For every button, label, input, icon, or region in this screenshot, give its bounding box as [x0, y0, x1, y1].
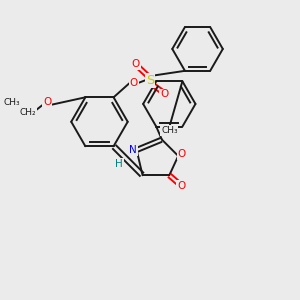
- Text: O: O: [43, 98, 52, 107]
- Text: CH₃: CH₃: [4, 98, 20, 107]
- Text: O: O: [132, 59, 140, 69]
- Text: N: N: [129, 145, 137, 155]
- Text: O: O: [160, 89, 168, 99]
- Text: S: S: [146, 74, 154, 87]
- Text: O: O: [178, 149, 186, 160]
- Text: CH₂: CH₂: [20, 108, 37, 117]
- Text: CH₃: CH₃: [161, 126, 178, 135]
- Text: H: H: [115, 159, 123, 169]
- Text: O: O: [177, 181, 185, 191]
- Text: O: O: [130, 78, 138, 88]
